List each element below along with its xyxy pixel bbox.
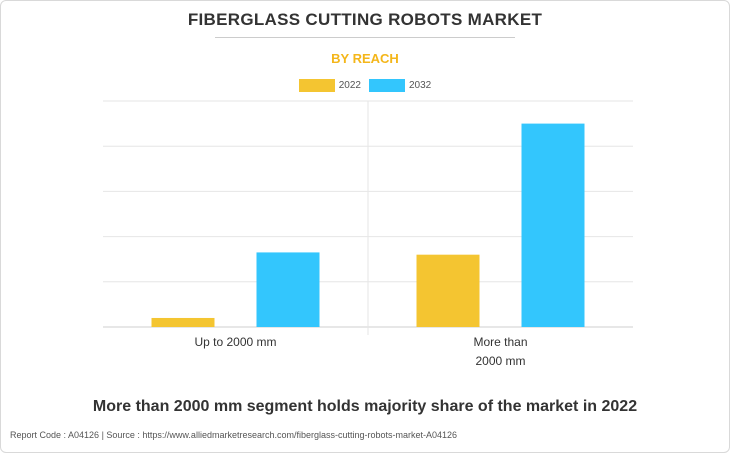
chart-title: FIBERGLASS CUTTING ROBOTS MARKET [187,10,543,29]
bar-2022-0 [151,317,215,327]
title-divider [215,37,515,38]
legend-item-2032: 2032 [369,79,431,92]
chart-subtitle: BY REACH [331,51,399,66]
x-tick-label: 2000 mm [475,354,525,368]
report-source-footer: Report Code : A04126 | Source : https://… [10,430,458,440]
legend: 2022 2032 [0,79,730,92]
legend-swatch-2032 [369,79,405,92]
legend-label-2032: 2032 [409,80,432,91]
bar-2032-1 [521,123,585,327]
chart-caption: More than 2000 mm segment holds majority… [92,398,638,415]
legend-item-2022: 2022 [298,79,361,92]
x-tick-label: Up to 2000 mm [194,335,276,349]
x-tick-label: More than [473,335,527,349]
bar-2032-0 [256,252,320,327]
legend-swatch-2022 [298,79,335,92]
legend-label-2022: 2022 [338,80,361,91]
bar-2022-1 [416,254,480,327]
